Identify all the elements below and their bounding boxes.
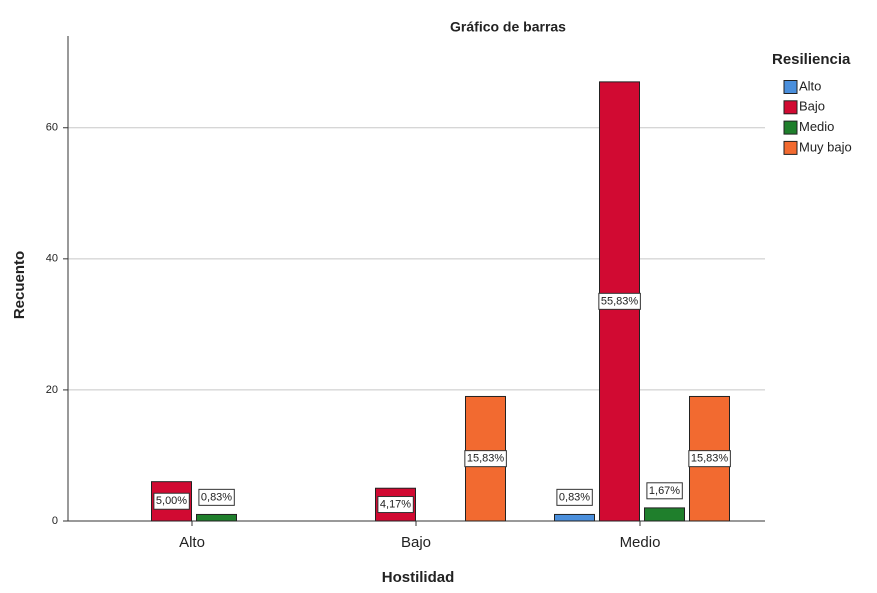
value-label-box xyxy=(646,482,683,500)
x-axis-label: Hostilidad xyxy=(382,569,455,586)
value-label-box xyxy=(598,292,641,310)
value-label-box xyxy=(464,450,507,468)
y-tick-label: 20 xyxy=(46,384,58,396)
legend-swatch xyxy=(783,120,798,135)
legend-label: Medio xyxy=(799,119,834,134)
legend-title: Resiliencia xyxy=(772,51,851,68)
value-label-box xyxy=(688,450,731,468)
value-label: 1,67% xyxy=(649,485,680,497)
value-label: 0,83% xyxy=(201,491,232,503)
legend-label: Bajo xyxy=(799,99,825,114)
value-label: 4,17% xyxy=(380,499,411,511)
y-tick-label: 60 xyxy=(46,122,58,134)
legend-label: Muy bajo xyxy=(799,139,852,154)
value-label: 55,83% xyxy=(601,295,639,307)
value-label: 15,83% xyxy=(467,453,505,465)
legend-swatch xyxy=(783,100,798,115)
bar xyxy=(196,513,237,522)
value-label-box xyxy=(153,492,190,510)
x-tick-label: Bajo xyxy=(401,534,431,551)
value-label: 0,83% xyxy=(559,491,590,503)
y-tick-label: 40 xyxy=(46,253,58,265)
value-label-box xyxy=(198,488,235,506)
bar xyxy=(554,513,595,522)
value-label-box xyxy=(377,496,414,514)
legend-swatch xyxy=(783,140,798,155)
legend-label: Alto xyxy=(799,78,821,93)
legend-swatch xyxy=(783,80,798,94)
y-axis-label: Recuento xyxy=(11,251,28,319)
value-label: 15,83% xyxy=(691,453,729,465)
chart-title: Gráfico de barras xyxy=(450,19,566,35)
value-label-box xyxy=(556,488,593,506)
bar xyxy=(644,507,685,522)
value-label: 5,00% xyxy=(156,495,187,507)
x-tick-label: Alto xyxy=(179,534,205,551)
x-tick-label: Medio xyxy=(620,534,661,551)
y-tick-label: 0 xyxy=(52,515,58,527)
